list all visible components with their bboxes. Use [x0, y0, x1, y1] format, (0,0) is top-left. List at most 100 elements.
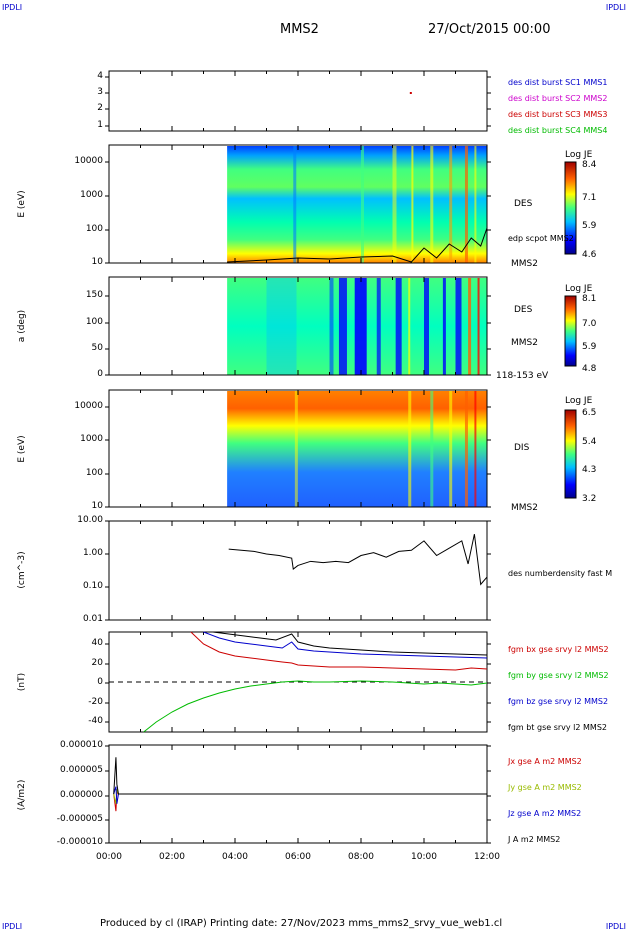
des-pitch-spectrogram-stripe — [329, 278, 334, 375]
x-tick-label: 08:00 — [348, 852, 374, 862]
dis-energy-colorbar-tick: 3.2 — [582, 494, 597, 504]
current-legend-entry: Jx gse A m2 MMS2 — [508, 757, 582, 766]
dis-energy-sc-label: MMS2 — [511, 503, 538, 513]
footer-credit: Produced by cl (IRAP) Printing date: 27/… — [100, 918, 503, 929]
current-ytick-label: -0.000005 — [56, 814, 103, 824]
des-energy-ytick-label: 100 — [85, 224, 103, 234]
des-energy-spectrogram-stripe — [361, 146, 364, 263]
fgm-ytick-label: -40 — [88, 716, 103, 726]
fgm-series-line — [190, 631, 488, 671]
density-legend-entry: des numberdensity fast M — [508, 569, 613, 578]
des-pitch-spectrogram-stripe — [442, 278, 446, 375]
des-pitch-spectrogram-stripe — [424, 278, 429, 375]
des-energy-ytick-label: 10000 — [74, 156, 103, 166]
dis-energy-colorbar-title: Log JE — [565, 396, 593, 406]
burst-panel-frame — [108, 70, 488, 132]
des-pitch-ylabel: a (deg) — [17, 309, 27, 343]
des-energy-spectrogram-stripe — [392, 146, 397, 263]
density-ytick-label: 1.00 — [82, 548, 103, 558]
dis-energy-colorbar-tick: 6.5 — [582, 408, 597, 418]
des-energy-colorbar-tick: 8.4 — [582, 160, 597, 170]
dis-energy-spectrogram-stripe — [449, 391, 453, 507]
des-pitch-spectrogram-stripe — [408, 278, 411, 375]
x-tick-label: 12:00 — [474, 852, 500, 862]
des-pitch-colorbar-title: Log JE — [565, 284, 593, 294]
fgm-ytick-label: -20 — [88, 697, 103, 707]
des-pitch-spectrogram-stripe — [477, 278, 480, 375]
des-pitch-spectrogram-stripe — [266, 278, 297, 375]
current-series-line — [113, 788, 487, 804]
dis-energy-colorbar — [564, 409, 577, 499]
density-ytick-label: 0.10 — [82, 581, 103, 591]
burst-legend-entry: des dist burst SC4 MMS4 — [508, 126, 608, 135]
des-energy-spectrogram-stripe — [293, 146, 297, 263]
fgm-legend-entry: fgm bt gse srvy l2 MMS2 — [508, 723, 607, 732]
dis-energy-ytick-label: 100 — [85, 468, 103, 478]
fgm-ylabel: (nT) — [17, 672, 27, 692]
fgm-legend-entry: fgm bz gse srvy l2 MMS2 — [508, 697, 609, 706]
des-energy-instrument: DES — [514, 199, 533, 209]
dis-energy-ytick-label: 10 — [91, 501, 103, 511]
des-pitch-ytick-label: 0 — [97, 369, 103, 379]
des-energy-spectrogram-stripe — [449, 146, 453, 263]
des-pitch-sc-label: MMS2 — [511, 338, 538, 348]
des-energy-colorbar-title: Log JE — [565, 150, 593, 160]
fgm-series-line — [212, 631, 488, 656]
des-energy-colorbar-tick: 5.9 — [582, 221, 597, 231]
des-pitch-colorbar — [564, 295, 577, 367]
des-energy-overlay-label: edp scpot MMS2 — [508, 234, 574, 243]
density-ytick-label: 10.00 — [77, 515, 103, 525]
des-energy-ylabel: E (eV) — [17, 190, 27, 218]
des-energy-spectrogram-stripe — [474, 146, 477, 263]
density-frame — [108, 520, 488, 621]
des-energy-spectrogram-stripe — [411, 146, 414, 263]
fgm-legend-entry: fgm by gse srvy l2 MMS2 — [508, 671, 609, 680]
des-pitch-colorbar-tick: 7.0 — [582, 319, 597, 329]
corner-label-tr: IPDLI — [605, 3, 626, 12]
current-ytick-label: 0.000010 — [60, 740, 103, 750]
current-ytick-label: 0.000000 — [60, 790, 103, 800]
dis-energy-colorbar-tick: 4.3 — [582, 465, 597, 475]
dis-energy-ytick-label: 10000 — [74, 401, 103, 411]
corner-label-br: IPDLI — [605, 922, 626, 931]
corner-label-tl: IPDLI — [2, 3, 23, 12]
dis-energy-spectrogram-stripe — [474, 391, 477, 507]
des-pitch-colorbar-tick: 8.1 — [582, 294, 597, 304]
burst-ytick-label: 1 — [97, 120, 103, 130]
fgm-series-line — [143, 680, 488, 733]
dis-energy-ytick-label: 1000 — [80, 434, 103, 444]
burst-ytick-label: 2 — [97, 103, 103, 113]
burst-legend-entry: des dist burst SC1 MMS1 — [508, 78, 608, 87]
des-pitch-instrument: DES — [514, 305, 533, 315]
current-ytick-label: 0.000005 — [60, 765, 103, 775]
des-energy-ytick-label: 1000 — [80, 190, 103, 200]
fgm-series-line — [203, 631, 488, 659]
fgm-ytick-label: 40 — [91, 638, 103, 648]
des-pitch-ytick-label: 50 — [91, 343, 103, 353]
des-pitch-spectrogram-stripe — [468, 278, 472, 375]
density-series-line — [228, 534, 488, 586]
current-series-line — [113, 757, 487, 795]
burst-marker — [409, 92, 412, 94]
burst-ytick-label: 4 — [97, 71, 103, 81]
des-energy-spectrogram-stripe — [464, 146, 468, 263]
density-ytick-label: 0.01 — [82, 614, 103, 624]
dis-energy-spectrogram-stripe — [294, 391, 298, 507]
des-pitch-spectrogram-stripe — [455, 278, 462, 375]
des-pitch-spectrogram-stripe — [338, 278, 347, 375]
x-tick-label: 10:00 — [411, 852, 437, 862]
x-tick-label: 06:00 — [285, 852, 311, 862]
corner-label-bl: IPDLI — [2, 922, 23, 931]
dis-energy-instrument: DIS — [514, 443, 530, 453]
des-pitch-spectrogram-stripe — [395, 278, 402, 375]
des-pitch-spectrogram-stripe — [354, 278, 367, 375]
des-energy-spectrogram-stripe — [430, 146, 434, 263]
x-tick-label: 04:00 — [222, 852, 248, 862]
dis-energy-spectrogram-stripe — [408, 391, 412, 507]
des-pitch-ytick-label: 150 — [85, 290, 103, 300]
des-pitch-range-label: 118-153 eV — [496, 371, 549, 381]
dis-energy-spectrogram — [227, 391, 487, 507]
des-pitch-colorbar-tick: 4.8 — [582, 364, 597, 374]
density-ylabel: (cm^-3) — [17, 551, 27, 589]
